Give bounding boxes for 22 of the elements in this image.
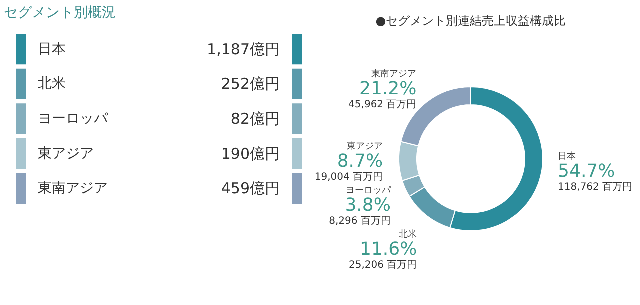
category-label: 東南アジア — [38, 180, 108, 197]
text: 459億円 — [221, 180, 280, 198]
text: セグメント別概況 — [4, 5, 116, 21]
chart-title: ●セグメント別連結売上収益構成比 — [376, 14, 566, 28]
text: 3.8% 8,296 百万円 — [329, 194, 391, 227]
text: 190億円 — [221, 144, 280, 163]
slice-label: 東南アジア — [372, 68, 417, 80]
slice-label: 北米 — [399, 228, 418, 240]
text: 8.7% 19,004 百万円 — [314, 150, 384, 183]
text: 1,187億円 — [207, 40, 280, 58]
category-label: ヨーロッパ — [38, 111, 109, 127]
text: 21.2% 45,962 百万円 — [348, 78, 417, 111]
text: 252億円 — [221, 75, 280, 94]
category-label: 東アジア — [38, 146, 94, 162]
slice-label: 東アジア — [347, 140, 384, 152]
category-label: 北米 — [38, 76, 66, 92]
slice-label: ヨーロッパ — [346, 186, 392, 196]
data-label: 54.7% 118,762 百万円 — [558, 160, 633, 193]
text: 82億円 — [230, 110, 280, 128]
text: 11.6% 25,206 百万円 — [349, 238, 418, 271]
category-label: 日本 — [38, 41, 66, 58]
slice-label: 日本 — [558, 150, 576, 162]
